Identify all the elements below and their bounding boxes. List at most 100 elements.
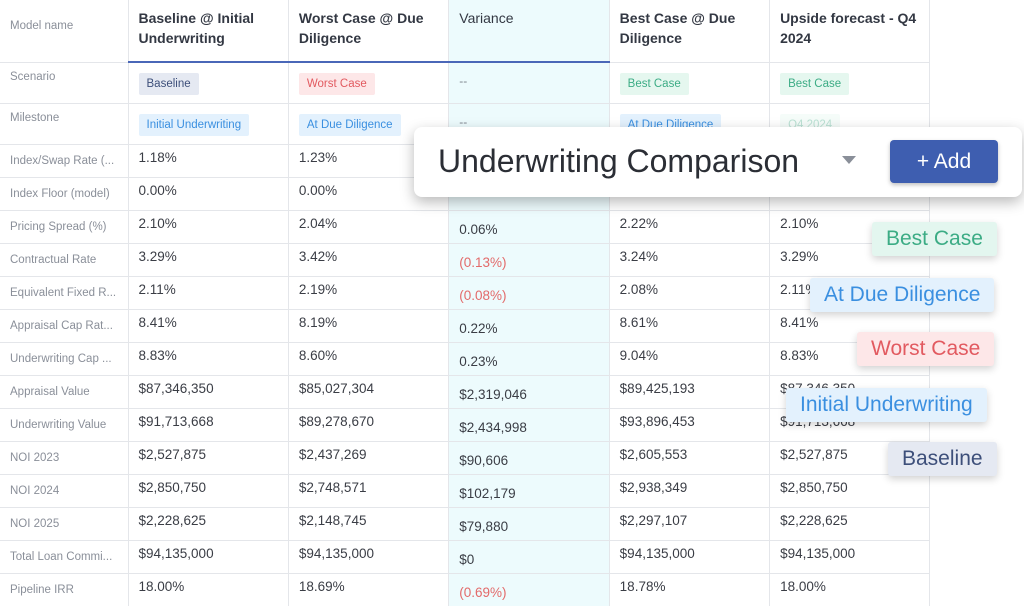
- variance-cell: (0.69%): [448, 573, 610, 606]
- variance-cell: $90,606: [448, 441, 610, 475]
- row-label: Total Loan Commi...: [0, 540, 129, 574]
- column-header-baseline[interactable]: Baseline @ Initial Underwriting: [128, 0, 289, 63]
- scenario-badge[interactable]: Best Case: [619, 72, 689, 95]
- value-cell: 2.11%: [128, 276, 289, 310]
- value-cell: 18.69%: [288, 573, 450, 606]
- value-cell: 3.42%: [288, 243, 450, 277]
- row-label: Underwriting Value: [0, 408, 129, 442]
- comparison-selector-title[interactable]: Underwriting Comparison: [438, 143, 800, 179]
- value-cell: 0.00%: [128, 177, 289, 211]
- add-button[interactable]: + Add: [890, 140, 998, 183]
- row-label: Pipeline IRR: [0, 573, 129, 606]
- variance-cell: (0.13%): [448, 243, 610, 277]
- value-cell: $85,027,304: [288, 375, 450, 409]
- row-label: Appraisal Cap Rat...: [0, 309, 129, 343]
- value-cell: $2,228,625: [128, 507, 289, 541]
- table-row: Total Loan Commi... $94,135,000 $94,135,00…: [0, 540, 930, 574]
- scenario-cell: Baseline: [128, 62, 289, 104]
- value-cell: $93,896,453: [609, 408, 771, 442]
- value-cell: $2,850,750: [128, 474, 289, 508]
- table-row: Contractual Rate 3.29% 3.42% (0.13%) 3.24% 3.…: [0, 243, 930, 277]
- variance-cell: $2,319,046: [448, 375, 610, 409]
- value-cell: $2,148,745: [288, 507, 450, 541]
- empty-value: --: [459, 74, 468, 88]
- row-label: Scenario: [0, 62, 129, 104]
- table-row: NOI 2025 $2,228,625 $2,148,745 $79,880 $2,29…: [0, 507, 930, 541]
- variance-cell: 0.23%: [448, 342, 610, 376]
- value-cell: $2,228,625: [769, 507, 930, 541]
- column-header-best-case[interactable]: Best Case @ Due Diligence: [609, 0, 771, 63]
- value-cell: 8.41%: [769, 309, 930, 343]
- baseline-tag[interactable]: Baseline: [888, 442, 997, 476]
- scenario-row: Scenario Baseline Worst Case -- Best Cas…: [0, 62, 930, 104]
- scenario-cell: Worst Case: [288, 62, 450, 104]
- empty-value: --: [459, 114, 468, 129]
- milestone-cell: At Due Diligence: [288, 103, 450, 145]
- table-row: NOI 2024 $2,850,750 $2,748,571 $102,179 $2,9…: [0, 474, 930, 508]
- value-cell: $2,605,553: [609, 441, 771, 475]
- scenario-cell: Best Case: [769, 62, 930, 104]
- column-header-variance[interactable]: Variance: [448, 0, 610, 63]
- scenario-cell: Best Case: [609, 62, 771, 104]
- row-label: Milestone: [0, 103, 129, 145]
- variance-cell: (0.08%): [448, 276, 610, 310]
- column-header-model-name: Model name: [0, 0, 129, 63]
- value-cell: $2,437,269: [288, 441, 450, 475]
- value-cell: 18.00%: [769, 573, 930, 606]
- value-cell: 8.83%: [128, 342, 289, 376]
- column-header-worst-case[interactable]: Worst Case @ Due Diligence: [288, 0, 450, 63]
- variance-cell: 0.06%: [448, 210, 610, 244]
- scenario-badge[interactable]: Baseline: [138, 73, 199, 95]
- scenario-cell: --: [448, 62, 610, 104]
- table-row: NOI 2023 $2,527,875 $2,437,269 $90,606 $2,60…: [0, 441, 930, 475]
- row-label: Index Floor (model): [0, 177, 129, 211]
- value-cell: 3.24%: [609, 243, 771, 277]
- row-label: Equivalent Fixed R...: [0, 276, 129, 310]
- row-label: NOI 2023: [0, 441, 129, 475]
- column-header-upside-forecast[interactable]: Upside forecast - Q4 2024: [769, 0, 930, 63]
- value-cell: $89,425,193: [609, 375, 771, 409]
- comparison-table: Model name Baseline @ Initial Underwriti…: [0, 0, 930, 606]
- value-cell: 3.29%: [128, 243, 289, 277]
- variance-cell: $2,434,998: [448, 408, 610, 442]
- table-row: Appraisal Cap Rat... 8.41% 8.19% 0.22% 8.61%…: [0, 309, 930, 343]
- scenario-badge[interactable]: Best Case: [780, 72, 850, 95]
- worst-case-tag[interactable]: Worst Case: [857, 332, 995, 366]
- metric-rows: Index/Swap Rate (... 1.18% 1.23% Index Floo…: [0, 144, 930, 606]
- table-row: Appraisal Value $87,346,350 $85,027,304 $2,…: [0, 375, 930, 409]
- milestone-badge[interactable]: Initial Underwriting: [138, 113, 250, 136]
- row-label: NOI 2024: [0, 474, 129, 508]
- value-cell: 2.22%: [609, 210, 771, 244]
- variance-cell: $79,880: [448, 507, 610, 541]
- value-cell: $94,135,000: [128, 540, 289, 574]
- value-cell: $87,346,350: [128, 375, 289, 409]
- value-cell: $91,713,668: [128, 408, 289, 442]
- value-cell: 2.10%: [128, 210, 289, 244]
- initial-underwriting-tag[interactable]: Initial Underwriting: [786, 388, 987, 422]
- value-cell: 8.60%: [288, 342, 450, 376]
- value-cell: 8.61%: [609, 309, 771, 343]
- value-cell: $2,748,571: [288, 474, 450, 508]
- value-cell: $94,135,000: [769, 540, 930, 574]
- value-cell: $89,278,670: [288, 408, 450, 442]
- value-cell: $94,135,000: [288, 540, 450, 574]
- comparison-header-card: Underwriting Comparison + Add: [414, 127, 1022, 197]
- row-label: Appraisal Value: [0, 375, 129, 409]
- value-cell: $2,527,875: [128, 441, 289, 475]
- value-cell: 1.18%: [128, 144, 289, 178]
- milestone-badge[interactable]: At Due Diligence: [298, 113, 401, 136]
- variance-cell: $0: [448, 540, 610, 574]
- table-row: Pipeline IRR 18.00% 18.69% (0.69%) 18.78% 18.…: [0, 573, 930, 606]
- milestone-cell: Initial Underwriting: [128, 103, 289, 145]
- chevron-down-icon[interactable]: [842, 156, 856, 164]
- value-cell: 2.19%: [288, 276, 450, 310]
- best-case-tag[interactable]: Best Case: [872, 222, 997, 256]
- scenario-badge[interactable]: Worst Case: [298, 73, 375, 95]
- value-cell: 8.41%: [128, 309, 289, 343]
- at-due-diligence-tag[interactable]: At Due Diligence: [810, 278, 995, 312]
- value-cell: $2,297,107: [609, 507, 771, 541]
- value-cell: 18.00%: [128, 573, 289, 606]
- value-cell: $2,850,750: [769, 474, 930, 508]
- variance-cell: 0.22%: [448, 309, 610, 343]
- table-row: Equivalent Fixed R... 2.11% 2.19% (0.08%) 2.…: [0, 276, 930, 310]
